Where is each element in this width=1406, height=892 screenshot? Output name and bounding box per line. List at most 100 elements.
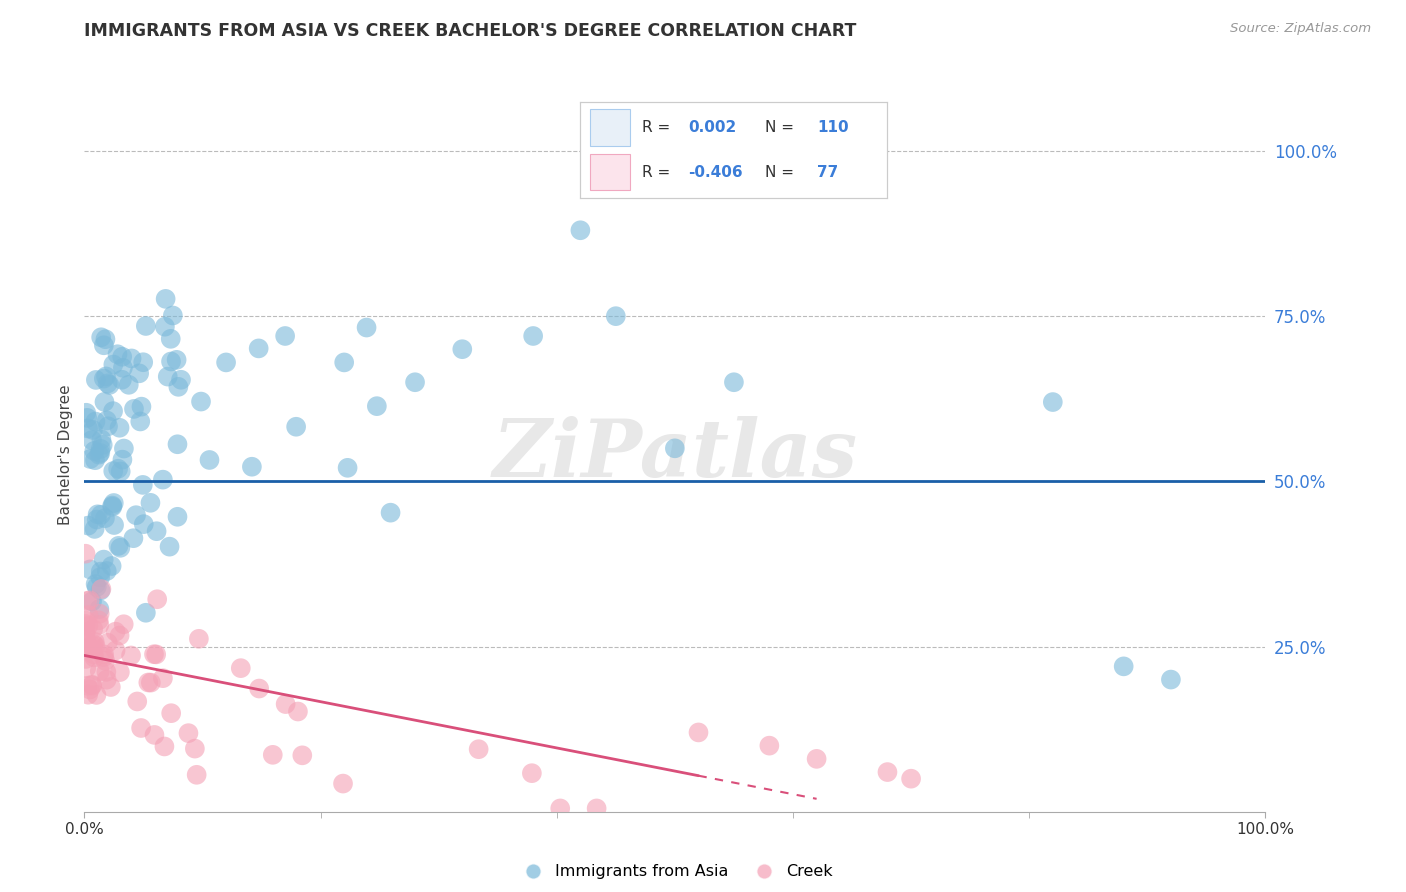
Point — [93, 650, 115, 665]
Point — [136, 675, 159, 690]
Point — [135, 606, 157, 620]
Text: Source: ZipAtlas.com: Source: ZipAtlas.com — [1230, 22, 1371, 36]
Point — [152, 671, 174, 685]
Point — [80, 678, 103, 692]
Point — [520, 766, 543, 780]
Point — [291, 748, 314, 763]
Point — [198, 453, 221, 467]
Point — [336, 460, 359, 475]
Point — [159, 332, 181, 346]
Point — [121, 351, 143, 366]
Point — [145, 524, 167, 539]
Point — [166, 509, 188, 524]
Point — [94, 369, 117, 384]
Point — [247, 342, 270, 356]
Point — [75, 406, 97, 420]
Y-axis label: Bachelor's Degree: Bachelor's Degree — [58, 384, 73, 525]
Point — [90, 508, 112, 522]
Point — [548, 801, 571, 815]
Point — [404, 376, 426, 390]
Point — [122, 401, 145, 416]
Point — [96, 665, 118, 679]
Point — [132, 355, 155, 369]
Point — [145, 648, 167, 662]
Point — [380, 506, 402, 520]
Point — [122, 531, 145, 545]
Point — [107, 347, 129, 361]
Point — [274, 329, 297, 343]
Point — [569, 223, 592, 237]
Point — [143, 728, 166, 742]
Point — [75, 614, 97, 628]
Point — [132, 478, 155, 492]
Point — [262, 747, 284, 762]
Point — [723, 376, 745, 390]
Point — [76, 594, 98, 608]
Point — [155, 292, 177, 306]
Point — [77, 518, 100, 533]
Point — [166, 352, 188, 367]
Point — [166, 437, 188, 451]
Point — [184, 741, 207, 756]
Point — [451, 342, 474, 356]
Point — [94, 654, 117, 668]
Point — [146, 592, 169, 607]
Point — [143, 647, 166, 661]
Point — [110, 465, 132, 479]
Point — [90, 433, 112, 447]
Point — [77, 421, 100, 435]
Point — [664, 442, 686, 456]
Point — [94, 332, 117, 346]
Point — [153, 739, 176, 754]
Point — [287, 705, 309, 719]
Point — [1112, 659, 1135, 673]
Point — [274, 697, 297, 711]
Point — [132, 517, 155, 532]
Point — [83, 522, 105, 536]
Point — [87, 613, 110, 627]
Point — [98, 378, 121, 392]
Point — [90, 582, 112, 596]
Point — [82, 622, 104, 636]
Point — [89, 602, 111, 616]
Point — [107, 462, 129, 476]
Point — [129, 414, 152, 428]
Point — [103, 464, 125, 478]
Point — [75, 627, 97, 641]
Point — [190, 394, 212, 409]
Point — [129, 721, 152, 735]
Point — [160, 354, 183, 368]
Point — [79, 682, 101, 697]
Point — [75, 634, 97, 648]
Point — [247, 681, 270, 696]
Point — [82, 679, 104, 693]
Point — [97, 636, 120, 650]
Point — [79, 593, 101, 607]
Point — [82, 639, 104, 653]
Point — [82, 637, 104, 651]
Point — [139, 675, 162, 690]
Point — [101, 404, 124, 418]
Point — [83, 443, 105, 458]
Point — [93, 338, 115, 352]
Point — [79, 562, 101, 576]
Point — [111, 360, 134, 375]
Point — [135, 318, 157, 333]
Point — [153, 319, 176, 334]
Point — [127, 694, 149, 708]
Point — [605, 309, 627, 323]
Point — [80, 433, 103, 447]
Point — [152, 473, 174, 487]
Point — [177, 726, 200, 740]
Point — [75, 661, 97, 675]
Point — [110, 541, 132, 555]
Point — [93, 395, 115, 409]
Point — [89, 446, 111, 460]
Point — [1160, 673, 1182, 687]
Point — [75, 634, 97, 648]
Point — [103, 496, 125, 510]
Point — [688, 725, 710, 739]
Point — [94, 511, 117, 525]
Point — [80, 594, 103, 608]
Point — [93, 648, 115, 662]
